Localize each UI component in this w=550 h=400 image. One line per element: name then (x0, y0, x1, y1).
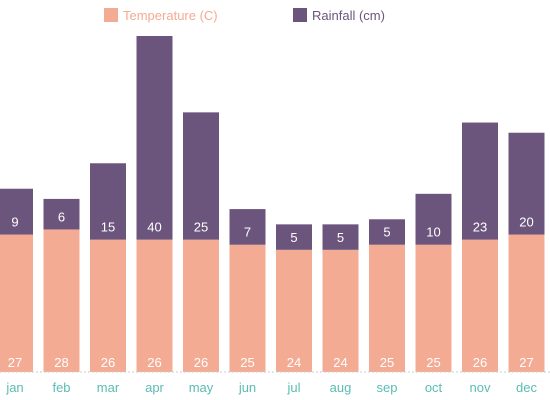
data-label-rainfall-jun: 7 (244, 225, 251, 240)
bar-temperature-sep (369, 244, 405, 372)
data-label-temperature-sep: 25 (380, 355, 394, 370)
data-label-rainfall-aug: 5 (337, 230, 344, 245)
x-tick-label-oct: oct (425, 380, 443, 395)
bar-temperature-mar (90, 239, 126, 372)
x-tick-label-sep: sep (377, 380, 398, 395)
legend: Temperature (C) Rainfall (cm) (104, 8, 385, 23)
x-tick-labels-group: jan feb mar apr may jun jul aug sep oct nov dec (5, 380, 537, 395)
bar-rainfall-nov (462, 122, 498, 240)
legend-label-temperature: Temperature (C) (123, 8, 218, 23)
x-tick-label-mar: mar (97, 380, 120, 395)
bar-temperature-may (183, 239, 219, 372)
x-tick-label-aug: aug (330, 380, 352, 395)
data-label-rainfall-may: 25 (194, 220, 208, 235)
bar-temperature-jul (276, 249, 312, 372)
data-label-temperature-oct: 25 (426, 355, 440, 370)
data-label-rainfall-sep: 5 (383, 225, 390, 240)
data-label-temperature-may: 26 (194, 355, 208, 370)
legend-label-rainfall: Rainfall (cm) (312, 8, 385, 23)
bar-rainfall-aug (322, 224, 359, 250)
bars-group (0, 36, 545, 372)
x-tick-label-dec: dec (516, 380, 537, 395)
bar-temperature-nov (462, 239, 498, 372)
data-label-rainfall-nov: 23 (473, 220, 487, 235)
data-label-rainfall-oct: 10 (426, 225, 440, 240)
bar-temperature-dec (508, 234, 545, 372)
bar-rainfall-sep (369, 219, 405, 245)
bar-temperature-feb (43, 229, 80, 372)
bar-temperature-oct (415, 244, 452, 372)
x-tick-label-apr: apr (145, 380, 164, 395)
data-label-temperature-apr: 26 (147, 355, 161, 370)
bar-temperature-jan (0, 234, 33, 372)
data-label-rainfall-dec: 20 (519, 215, 533, 230)
data-label-rainfall-mar: 15 (101, 220, 115, 235)
data-label-temperature-jun: 25 (240, 355, 254, 370)
x-tick-label-may: may (189, 380, 214, 395)
bar-rainfall-may (183, 112, 219, 240)
bar-rainfall-feb (43, 198, 80, 230)
bar-rainfall-apr (136, 36, 173, 240)
data-label-temperature-feb: 28 (54, 355, 68, 370)
segment-labels-group: 27 9 28 6 26 15 26 40 26 25 25 7 24 5 24 5 25 5 25 10 26 23 27… (8, 209, 534, 370)
bar-temperature-apr (136, 239, 173, 372)
bar-temperature-aug (322, 249, 359, 372)
bar-rainfall-oct (415, 193, 452, 245)
bar-rainfall-dec (508, 132, 545, 235)
bar-rainfall-jan (0, 188, 33, 235)
x-tick-label-feb: feb (52, 380, 70, 395)
data-label-temperature-nov: 26 (473, 355, 487, 370)
bar-temperature-jun (229, 244, 266, 372)
bar-rainfall-mar (90, 163, 126, 240)
bar-rainfall-jun (229, 209, 266, 245)
data-label-rainfall-jul: 5 (290, 230, 297, 245)
x-tick-label-jun: jun (238, 380, 256, 395)
x-tick-label-jul: jul (286, 380, 300, 395)
data-label-temperature-jul: 24 (287, 355, 301, 370)
data-label-rainfall-feb: 6 (58, 209, 65, 224)
legend-swatch-rainfall (293, 8, 307, 22)
data-label-temperature-mar: 26 (101, 355, 115, 370)
legend-swatch-temperature (104, 8, 118, 22)
data-label-rainfall-apr: 40 (147, 220, 161, 235)
data-label-temperature-dec: 27 (519, 355, 533, 370)
x-tick-label-jan: jan (5, 380, 23, 395)
data-label-temperature-jan: 27 (8, 355, 22, 370)
x-tick-label-nov: nov (470, 380, 491, 395)
bar-rainfall-jul (276, 224, 312, 250)
data-label-rainfall-jan: 9 (11, 215, 18, 230)
data-label-temperature-aug: 24 (333, 355, 347, 370)
